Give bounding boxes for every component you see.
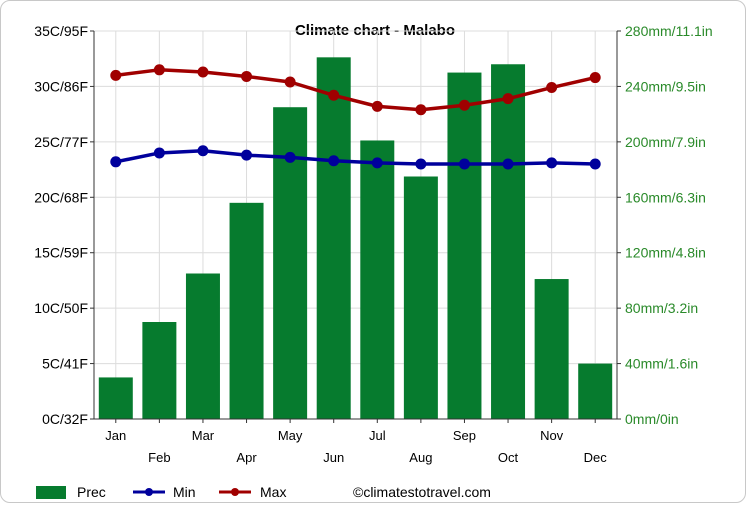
- min-point-may: [284, 151, 296, 163]
- min-point-jun: [328, 155, 340, 167]
- prec-bar-jun: [316, 57, 351, 419]
- x-tick-label-mar: Mar: [192, 428, 215, 443]
- min-point-dec: [589, 158, 601, 170]
- max-point-jul: [371, 100, 383, 112]
- x-tick-label-aug: Aug: [409, 450, 432, 465]
- x-tick-label-apr: Apr: [236, 450, 257, 465]
- max-point-aug: [415, 104, 427, 116]
- max-point-jun: [328, 89, 340, 101]
- x-tick-label-jul: Jul: [369, 428, 386, 443]
- x-tick-label-oct: Oct: [498, 450, 519, 465]
- min-point-feb: [153, 147, 165, 159]
- x-tick-label-sep: Sep: [453, 428, 476, 443]
- right-tick-label: 40mm/1.6in: [625, 356, 698, 372]
- max-point-dec: [589, 72, 601, 84]
- right-tick-label: 160mm/6.3in: [625, 189, 706, 205]
- prec-bar-apr: [229, 202, 264, 419]
- right-axis-ticks: 0mm/0in 40mm/1.6in 80mm/3.2in 120mm/4.8in 16…: [617, 23, 713, 427]
- legend-min-marker: [145, 488, 153, 496]
- min-point-nov: [546, 157, 558, 169]
- max-point-nov: [546, 82, 558, 94]
- right-tick-label: 240mm/9.5in: [625, 78, 706, 94]
- right-tick-label: 0mm/0in: [625, 411, 679, 427]
- min-point-sep: [458, 158, 470, 170]
- x-tick-label-may: May: [278, 428, 303, 443]
- x-tick-label-jun: Jun: [323, 450, 344, 465]
- left-tick-label: 30C/86F: [34, 78, 88, 94]
- left-tick-label: 0C/32F: [42, 411, 88, 427]
- max-point-may: [284, 76, 296, 88]
- left-tick-label: 15C/59F: [34, 245, 88, 261]
- temperature-lines: [110, 64, 601, 170]
- prec-bar-oct: [491, 64, 526, 419]
- legend-max-label: Max: [260, 484, 286, 500]
- min-point-jan: [110, 156, 122, 168]
- max-point-mar: [197, 66, 209, 78]
- x-axis-ticks: Jan Feb Mar Apr May Jun Jul Aug Sep Oct Nov Dec: [105, 419, 607, 465]
- prec-bar-aug: [403, 176, 438, 419]
- left-tick-label: 35C/95F: [34, 23, 88, 39]
- max-point-sep: [458, 99, 470, 111]
- min-point-jul: [371, 157, 383, 169]
- legend-prec-label: Prec: [77, 484, 106, 500]
- prec-bar-sep: [447, 72, 482, 420]
- prec-bar-dec: [578, 363, 613, 419]
- right-tick-label: 80mm/3.2in: [625, 300, 698, 316]
- x-tick-label-nov: Nov: [540, 428, 564, 443]
- x-tick-label-feb: Feb: [148, 450, 170, 465]
- right-tick-label: 120mm/4.8in: [625, 245, 706, 261]
- credit-text: ©climatestotravel.com: [353, 484, 491, 500]
- prec-bar-jan: [98, 377, 133, 419]
- max-temperature-line: [115, 68, 596, 112]
- left-tick-label: 20C/68F: [34, 189, 88, 205]
- min-point-aug: [415, 158, 427, 170]
- left-axis-ticks: 0C/32F 5C/41F 10C/50F 15C/59F 20C/68F 25C/77F…: [34, 23, 94, 427]
- right-tick-label: 280mm/11.1in: [625, 23, 713, 39]
- max-point-jan: [110, 69, 122, 81]
- prec-bar-mar: [185, 273, 220, 419]
- min-temperature-line: [115, 148, 596, 166]
- prec-bar-jul: [360, 140, 395, 419]
- min-point-oct: [502, 158, 514, 170]
- max-point-feb: [153, 64, 165, 76]
- legend-prec-swatch: [36, 486, 66, 499]
- axes: [93, 31, 618, 420]
- max-point-apr: [241, 70, 253, 82]
- legend: Prec Min Max ©climatestotravel.com: [36, 484, 491, 500]
- prec-bar-nov: [534, 279, 569, 419]
- left-tick-label: 10C/50F: [34, 300, 88, 316]
- min-point-apr: [241, 149, 253, 161]
- x-tick-label-jan: Jan: [105, 428, 126, 443]
- legend-max-marker: [231, 488, 239, 496]
- min-point-mar: [197, 145, 209, 157]
- left-tick-label: 25C/77F: [34, 134, 88, 150]
- precipitation-bars: [98, 57, 613, 420]
- max-point-oct: [502, 93, 514, 105]
- left-tick-label: 5C/41F: [42, 356, 88, 372]
- x-tick-label-dec: Dec: [584, 450, 608, 465]
- legend-min-label: Min: [173, 484, 196, 500]
- right-tick-label: 200mm/7.9in: [625, 134, 706, 150]
- prec-bar-feb: [142, 322, 177, 419]
